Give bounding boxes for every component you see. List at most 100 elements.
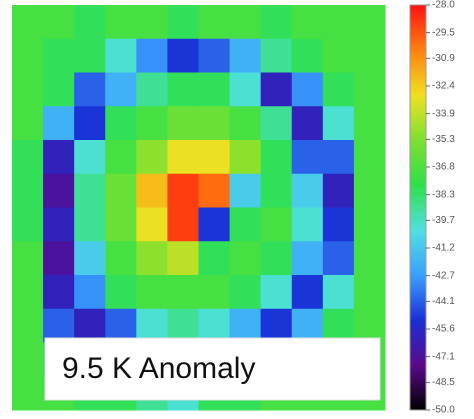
heatmap-cell	[261, 5, 293, 39]
heatmap-cell	[12, 174, 44, 208]
heatmap-cell	[12, 376, 44, 410]
heatmap-cell	[323, 140, 355, 174]
heatmap-cell	[105, 140, 137, 174]
heatmap-cell	[199, 5, 231, 39]
heatmap-cell	[323, 241, 355, 275]
heatmap-cell	[230, 5, 262, 39]
heatmap-cell	[292, 275, 324, 309]
heatmap-cell	[136, 241, 168, 275]
colorbar-tick-label: -35.3	[432, 134, 455, 145]
heatmap-cell	[354, 73, 386, 107]
colorbar-tick-label: -41.2	[432, 243, 455, 254]
heatmap-cell	[323, 275, 355, 309]
heatmap-cell	[136, 73, 168, 107]
heatmap-cell	[230, 106, 262, 140]
heatmap-cell	[292, 140, 324, 174]
heatmap-cell	[292, 5, 324, 39]
chart: 9.5 K Anomaly -28.0-29.5-30.9-32.4-33.9-…	[0, 0, 474, 419]
heatmap-cell	[354, 275, 386, 309]
heatmap-cell	[261, 208, 293, 242]
heatmap-cell	[74, 5, 106, 39]
heatmap-cell	[354, 174, 386, 208]
heatmap-cell	[136, 5, 168, 39]
heatmap-cell	[323, 208, 355, 242]
annotation: 9.5 K Anomaly	[62, 352, 255, 385]
heatmap-cell	[354, 241, 386, 275]
heatmap-cell	[354, 39, 386, 73]
colorbar-tick-label: -28.0	[432, 0, 455, 11]
heatmap-cell	[43, 73, 75, 107]
heatmap-cell	[167, 73, 199, 107]
heatmap-cell	[12, 309, 44, 343]
colorbar	[410, 5, 426, 410]
heatmap-cell	[105, 73, 137, 107]
heatmap-cell	[323, 73, 355, 107]
heatmap-cell	[261, 275, 293, 309]
heatmap-cell	[199, 275, 231, 309]
heatmap-cell	[74, 275, 106, 309]
heatmap-cell	[199, 174, 231, 208]
heatmap-cell	[105, 39, 137, 73]
heatmap-cell	[74, 241, 106, 275]
heatmap-cell	[354, 140, 386, 174]
heatmap-cell	[12, 241, 44, 275]
heatmap-cell	[167, 174, 199, 208]
heatmap-cell	[292, 73, 324, 107]
heatmap-cell	[105, 106, 137, 140]
heatmap-cell	[230, 208, 262, 242]
heatmap-cell	[105, 241, 137, 275]
heatmap-cell	[354, 5, 386, 39]
heatmap-cell	[43, 106, 75, 140]
heatmap-cell	[136, 39, 168, 73]
heatmap-cell	[199, 39, 231, 73]
colorbar-tick-label: -47.1	[432, 351, 455, 362]
heatmap-cell	[230, 241, 262, 275]
colorbar-tick-label: -42.7	[432, 270, 455, 281]
heatmap-cell	[292, 174, 324, 208]
heatmap-cell	[105, 174, 137, 208]
heatmap-cell	[323, 174, 355, 208]
colorbar-tick-label: -33.9	[432, 108, 455, 119]
heatmap-cell	[43, 5, 75, 39]
colorbar-tick-label: -30.9	[432, 53, 455, 64]
heatmap-cell	[167, 241, 199, 275]
heatmap-cell	[74, 39, 106, 73]
colorbar-tick-label: -48.5	[432, 377, 455, 388]
heatmap-cell	[230, 275, 262, 309]
colorbar-tick-label: -44.1	[432, 296, 455, 307]
heatmap-cell	[74, 73, 106, 107]
heatmap-cell	[199, 73, 231, 107]
heatmap-cell	[167, 39, 199, 73]
heatmap-cell	[43, 174, 75, 208]
heatmap-cell	[167, 5, 199, 39]
heatmap-cell	[43, 208, 75, 242]
colorbar-tick-label: -39.7	[432, 215, 455, 226]
heatmap-cell	[105, 208, 137, 242]
heatmap-cell	[43, 275, 75, 309]
heatmap-cell	[354, 208, 386, 242]
heatmap-cell	[74, 174, 106, 208]
heatmap-cell	[167, 275, 199, 309]
heatmap-cell	[136, 275, 168, 309]
heatmap-cell	[199, 106, 231, 140]
colorbar-tick-label: -32.4	[432, 81, 455, 92]
heatmap-cell	[12, 5, 44, 39]
heatmap-cell	[323, 5, 355, 39]
heatmap-cell	[105, 275, 137, 309]
heatmap-cell	[323, 106, 355, 140]
heatmap-cell	[230, 174, 262, 208]
heatmap-cell	[199, 208, 231, 242]
colorbar-tick-label: -36.8	[432, 162, 455, 173]
heatmap-cell	[12, 343, 44, 377]
colorbar-tick-label: -45.6	[432, 324, 455, 335]
heatmap-cell	[136, 174, 168, 208]
heatmap-cell	[43, 241, 75, 275]
heatmap-cell	[292, 208, 324, 242]
heatmap-cell	[261, 241, 293, 275]
heatmap-cell	[74, 208, 106, 242]
heatmap-cell	[230, 73, 262, 107]
heatmap-cell	[105, 5, 137, 39]
heatmap-cell	[136, 140, 168, 174]
heatmap-cell	[136, 106, 168, 140]
heatmap-cell	[230, 140, 262, 174]
